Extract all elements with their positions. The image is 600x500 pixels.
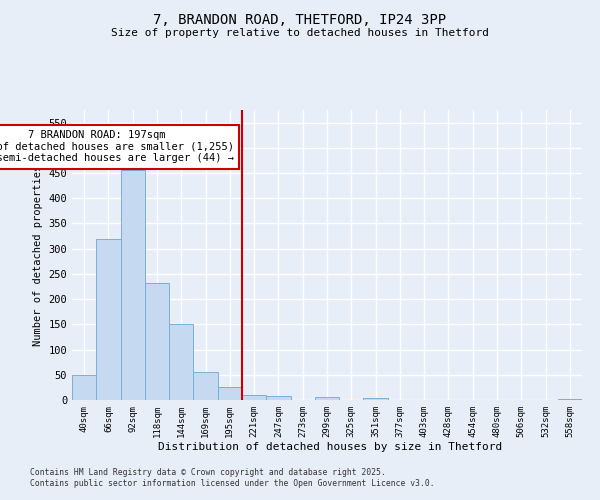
Bar [218, 388, 242, 400]
Y-axis label: Number of detached properties: Number of detached properties [33, 164, 43, 346]
Text: Contains HM Land Registry data © Crown copyright and database right 2025.
Contai: Contains HM Land Registry data © Crown c… [30, 468, 434, 487]
Bar [96, 238, 121, 400]
Bar [315, 398, 339, 400]
Bar [558, 399, 582, 400]
Bar [169, 324, 193, 400]
Bar [242, 396, 266, 400]
Text: 7, BRANDON ROAD, THETFORD, IP24 3PP: 7, BRANDON ROAD, THETFORD, IP24 3PP [154, 12, 446, 26]
Text: Size of property relative to detached houses in Thetford: Size of property relative to detached ho… [111, 28, 489, 38]
Bar [72, 375, 96, 400]
Bar [364, 398, 388, 400]
Bar [266, 396, 290, 400]
Bar [145, 283, 169, 400]
Bar [121, 170, 145, 400]
Text: 7 BRANDON ROAD: 197sqm
← 97% of detached houses are smaller (1,255)
3% of semi-d: 7 BRANDON ROAD: 197sqm ← 97% of detached… [0, 130, 234, 164]
Bar [193, 372, 218, 400]
Text: Distribution of detached houses by size in Thetford: Distribution of detached houses by size … [158, 442, 502, 452]
